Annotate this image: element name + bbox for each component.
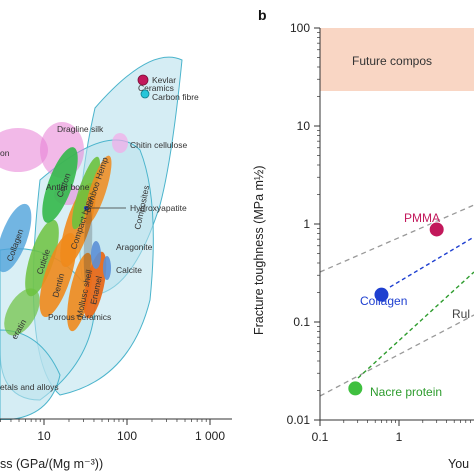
region-aragonite — [91, 241, 101, 269]
panel-b: Future compos Rul PMMA Collagen Nacre pr… — [319, 28, 474, 399]
region-collagen — [0, 203, 32, 273]
label-ceramics: Ceramics — [138, 83, 174, 93]
label-metals: etals and alloys — [0, 382, 59, 392]
panel-b-y-tick-label: 100 — [290, 21, 310, 35]
panel-b-y-tick-label: 0.01 — [287, 413, 311, 427]
region-chitin — [112, 133, 128, 153]
point-nacre-protein — [347, 380, 364, 397]
panel-b-y-tick-label: 1 — [303, 217, 310, 231]
future-composites-label: Future compos — [352, 54, 432, 68]
label-on: on — [0, 148, 10, 158]
guide-line-1 — [319, 204, 474, 273]
rule-label: Rul — [452, 307, 470, 321]
region-metals — [0, 329, 61, 420]
region-eratin — [4, 288, 40, 336]
label-chitin: Chitin cellulose — [130, 140, 187, 150]
panel-b-x-label: You — [448, 457, 469, 471]
link-collagen-pmma — [389, 236, 474, 288]
label-antler-bone: Antler bone — [46, 182, 90, 192]
label-calcite: Calcite — [116, 265, 142, 275]
label-nacre-protein: Nacre protein — [370, 385, 442, 399]
link-nacre — [357, 271, 474, 379]
point-pmma — [428, 221, 445, 238]
panel-a: Ceramics Dragline silk Chitin cellulose … — [0, 56, 199, 420]
region-enamel — [83, 251, 107, 319]
panel-a-x-tick-label: 10 — [37, 429, 51, 443]
guide-line-2 — [319, 314, 474, 397]
region-bamboo — [72, 156, 100, 230]
region-hemp — [84, 155, 112, 225]
panel-b-x-tick-label: 1 — [396, 430, 403, 444]
label-carbon-fibre: Carbon fibre — [152, 92, 199, 102]
panel-a-x-ticks: 10 100 1 000 — [0, 419, 225, 443]
panel-b-y-tick-label: 10 — [297, 119, 311, 133]
point-collagen — [373, 286, 390, 303]
label-hydroxyapatite: Hydroxyapatite — [130, 203, 187, 213]
panel-a-x-label: ss (GPa/(Mg m⁻³)) — [0, 457, 103, 471]
panel-a-x-tick-label: 1 000 — [195, 429, 225, 443]
future-composites-band — [320, 28, 474, 91]
region-calcite — [103, 256, 111, 280]
panel-a-x-tick-label: 100 — [117, 429, 137, 443]
panel-b-y-label: Fracture toughness (MPa m½) — [252, 165, 266, 335]
region-hydroxyapatite — [83, 205, 126, 285]
panel-b-y-tick-label: 0.1 — [293, 315, 310, 329]
label-aragonite: Aragonite — [116, 242, 153, 252]
region-cotton — [42, 147, 78, 223]
label-dragline-silk: Dragline silk — [57, 124, 104, 134]
panel-b-x-tick-label: 0.1 — [312, 430, 329, 444]
point-carbon-fibre — [140, 89, 150, 99]
label-pmma: PMMA — [404, 211, 440, 225]
label-collagen-b: Collagen — [360, 294, 407, 308]
region-cuticle — [25, 219, 59, 297]
region-mollusc-shell — [67, 252, 93, 332]
region-pink-left — [0, 128, 48, 172]
point-kevlar — [137, 74, 149, 86]
panel-b-letter: b — [258, 7, 267, 23]
label-kevlar: Kevlar — [152, 75, 176, 85]
label-porous-ceramics: Porous ceramics — [48, 312, 111, 322]
panel-b-points — [347, 221, 445, 397]
